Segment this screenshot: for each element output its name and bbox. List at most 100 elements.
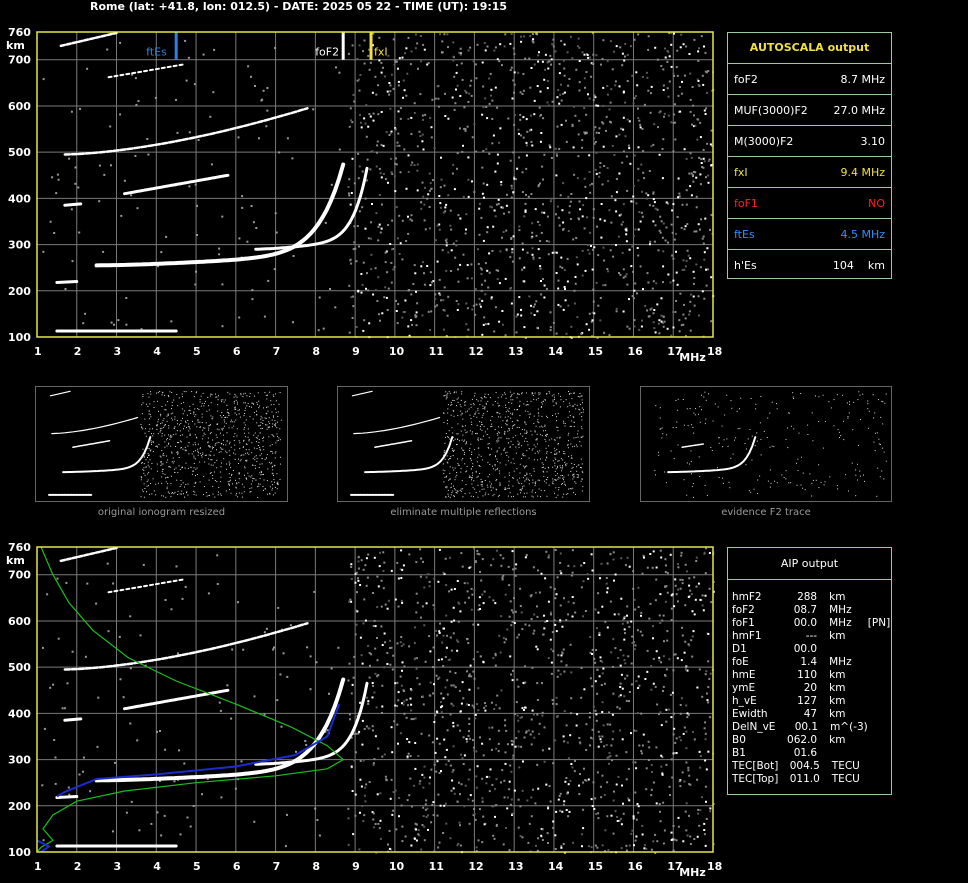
aip-cell xyxy=(869,760,891,773)
traces xyxy=(55,546,369,848)
aip-cell xyxy=(868,695,891,708)
x-tick-label: 13 xyxy=(508,860,523,873)
autoscala-value: 104 km xyxy=(832,259,885,272)
aip-cell xyxy=(821,643,868,656)
x-tick-label: 3 xyxy=(114,345,122,358)
aip-cell: TEC[Top] xyxy=(732,773,779,785)
x-tick-label: 4 xyxy=(153,345,161,358)
caption-eliminate: eliminate multiple reflections xyxy=(390,507,537,518)
aip-row: D1 00.0 xyxy=(728,643,891,656)
x-tick-label: 2 xyxy=(74,860,82,873)
thumb-original xyxy=(35,386,288,502)
x-tick-label: 10 xyxy=(389,860,405,873)
aip-cell: km xyxy=(829,734,846,746)
ionogram-bottom: 760 700 600 500 400 300 200 100 km 1 2 3 4 5 6 7 8 9 10 11 1… xyxy=(0,537,725,883)
y-tick-label: 300 xyxy=(8,239,31,252)
autoscala-row: foF1 NO xyxy=(728,188,891,219)
y-tick-label: 500 xyxy=(8,661,31,674)
x-tick-label: 6 xyxy=(233,345,241,358)
aip-cell xyxy=(869,773,891,786)
aip-cell: DelN_vE xyxy=(732,721,776,733)
y-tick-label: 700 xyxy=(8,569,31,582)
x-tick-label: 1 xyxy=(34,860,42,873)
autoscala-row: h'Es 104 km xyxy=(728,250,891,281)
aip-cell: ymE xyxy=(732,682,756,694)
aip-cell: 011.0 xyxy=(789,773,820,785)
aip-cell xyxy=(868,734,891,747)
aip-cell: 00.0 xyxy=(793,617,818,629)
aip-cell: 00.0 xyxy=(793,643,818,655)
x-tick-label: 17 xyxy=(667,345,682,358)
x-unit: MHz xyxy=(679,351,706,364)
grid xyxy=(37,32,713,337)
aip-row: TEC[Top] 011.0 TECU xyxy=(728,773,891,786)
aip-cell xyxy=(868,643,891,656)
x-tick-label: 3 xyxy=(114,860,122,873)
aip-cell: B1 xyxy=(732,747,746,759)
y-tick-label: 100 xyxy=(8,846,31,859)
aip-row: B1 01.6 xyxy=(728,747,891,760)
autoscala-value: 9.4 MHz xyxy=(840,165,885,179)
x-tick-label: 11 xyxy=(429,860,444,873)
aip-cell: km xyxy=(829,708,846,720)
noise xyxy=(42,32,715,339)
x-tick-label: 17 xyxy=(667,860,682,873)
aip-cell xyxy=(868,682,891,695)
aip-cell: Ewidth xyxy=(732,708,768,720)
y-ticks: 760 700 600 500 400 300 200 100 km xyxy=(6,26,31,344)
y-unit: km xyxy=(6,39,25,52)
aip-cell: foF2 xyxy=(732,604,755,616)
aip-cell xyxy=(868,630,891,643)
noise xyxy=(41,547,715,854)
aip-cell xyxy=(821,747,868,760)
markers: ftEs foF2 fxI xyxy=(146,32,388,60)
y-tick-label: 200 xyxy=(8,800,31,813)
aip-row: h_vE 127 km xyxy=(728,695,891,708)
aip-row: hmF2 288 km xyxy=(728,591,891,604)
aip-cell: [PN] xyxy=(867,617,891,629)
autoscala-value: 3.10 xyxy=(860,134,886,148)
aip-cell: 47 xyxy=(803,708,818,720)
aip-cell xyxy=(868,656,891,669)
y-tick-label: 760 xyxy=(8,541,31,554)
y-tick-label: 600 xyxy=(8,615,31,628)
autoscala-row: M(3000)F2 3.10 xyxy=(728,126,891,157)
ionogram-top: ftEs foF2 fxI 760 700 600 500 400 300 200 100 km 1 2 3… xyxy=(0,22,725,370)
y-unit: km xyxy=(6,554,25,567)
autoscala-label: foF2 xyxy=(734,72,758,86)
aip-cell xyxy=(868,708,891,721)
x-tick-label: 16 xyxy=(627,345,643,358)
aip-cell xyxy=(868,721,891,734)
caption-original: original ionogram resized xyxy=(97,507,226,518)
y-tick-label: 500 xyxy=(8,146,31,159)
traces xyxy=(55,31,369,333)
aip-cell: hmF2 xyxy=(732,591,762,603)
aip-cell xyxy=(868,747,891,760)
x-tick-label: 8 xyxy=(312,345,320,358)
aip-row: hmE 110 km xyxy=(728,669,891,682)
foF2-label: foF2 xyxy=(315,46,339,59)
x-tick-label: 9 xyxy=(352,860,360,873)
x-tick-label: 2 xyxy=(74,345,82,358)
aip-cell: km xyxy=(829,695,846,707)
aip-cell xyxy=(868,604,891,617)
x-tick-label: 14 xyxy=(548,860,564,873)
x-tick-label: 12 xyxy=(468,860,483,873)
autoscala-label: ftEs xyxy=(734,227,755,241)
aip-row: ymE 20 km xyxy=(728,682,891,695)
ftEs-label: ftEs xyxy=(146,46,167,59)
x-tick-label: 10 xyxy=(389,345,405,358)
caption-evidence: evidence F2 trace xyxy=(721,507,811,518)
x-tick-label: 18 xyxy=(707,345,722,358)
aip-row: foE 1.4 MHz xyxy=(728,656,891,669)
aip-panel: AIP output hmF2 288 km foF2 08.7 MHz foF1 00.0 M… xyxy=(727,547,892,795)
aip-cell: MHz xyxy=(829,604,852,616)
aip-cell: 00.1 xyxy=(794,721,819,733)
aip-cell: 01.6 xyxy=(793,747,818,759)
autoscala-panel: AUTOSCALA output foF2 8.7 MHz MUF(3000)F2 2… xyxy=(727,32,892,279)
aip-cell: h_vE xyxy=(732,695,757,707)
x-tick-label: 15 xyxy=(588,860,603,873)
fxI-label: fxI xyxy=(374,46,388,59)
